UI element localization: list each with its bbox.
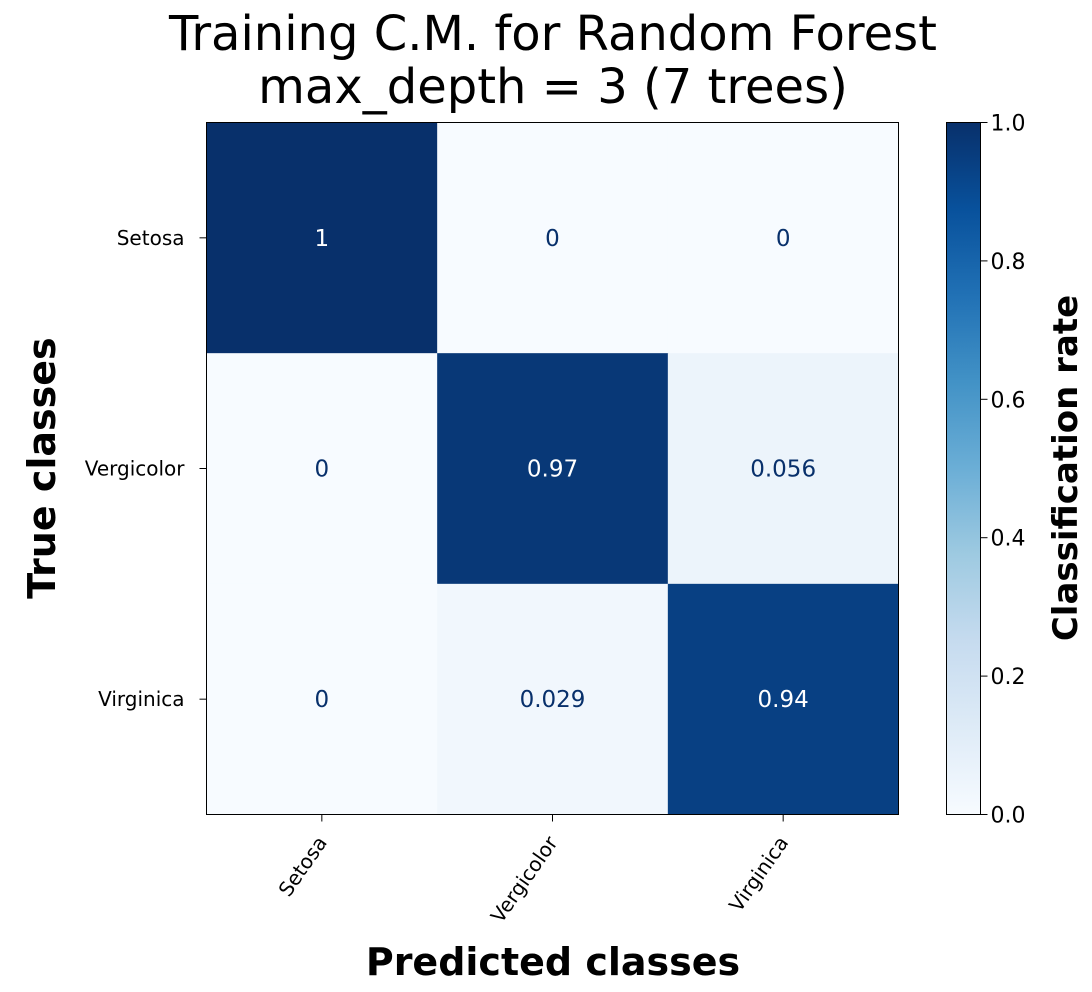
heatmap-cell (667, 353, 899, 585)
heatmap-cell (206, 583, 438, 815)
cell-value-label: 0.97 (527, 457, 578, 483)
x-axis-title: Predicted classes (366, 940, 740, 984)
cell-value-label: 0 (545, 226, 560, 252)
y-tick-label: Virginica (98, 687, 184, 711)
colorbar-tick-label: 0.2 (991, 665, 1026, 690)
colorbar-tick-label: 0.4 (991, 527, 1026, 552)
heatmap-cell (667, 122, 899, 354)
chart-title-line-1: Training C.M. for Random Forest (168, 6, 937, 62)
heatmap-cell (437, 583, 669, 815)
colorbar-title: Classification rate (1046, 295, 1086, 641)
heatmap-cell (667, 583, 899, 815)
colorbar-ticks: 0.0 0.2 0.4 0.6 0.8 1.0 (980, 112, 1026, 829)
cell-value-label: 1 (315, 226, 330, 252)
heatmap-cell (206, 353, 438, 585)
colorbar-tick-label: 0.0 (991, 804, 1026, 829)
heatmap-cell (206, 122, 438, 354)
y-axis-title: True classes (20, 337, 64, 598)
heatmap-cells (206, 122, 899, 815)
heatmap-cell-labels: 1 0 0 0 0.97 0.056 0 0.029 0.94 (315, 226, 817, 713)
heatmap-cell (437, 122, 669, 354)
x-tick-label: Setosa (273, 832, 332, 901)
colorbar-tick-label: 0.8 (991, 250, 1026, 275)
y-tick-label: Vergicolor (85, 457, 186, 481)
cell-value-label: 0.029 (520, 687, 586, 713)
chart-title-line-2: max_depth = 3 (7 trees) (258, 59, 848, 115)
x-tick-label: Virginica (724, 832, 793, 917)
cell-value-label: 0.056 (750, 457, 816, 483)
colorbar-tick-label: 1.0 (991, 112, 1026, 137)
colorbar (946, 122, 981, 815)
colorbar-tick-label: 0.6 (991, 388, 1026, 413)
cell-value-label: 0 (315, 687, 330, 713)
x-axis-ticks: Setosa Vergicolor Virginica (273, 814, 793, 927)
heatmap-cell (437, 353, 669, 585)
y-tick-label: Setosa (117, 226, 185, 250)
y-axis-ticks: Setosa Vergicolor Virginica (85, 226, 207, 711)
x-tick-label: Vergicolor (486, 831, 563, 927)
cell-value-label: 0 (315, 457, 330, 483)
cell-value-label: 0.94 (758, 687, 809, 713)
cell-value-label: 0 (776, 226, 791, 252)
